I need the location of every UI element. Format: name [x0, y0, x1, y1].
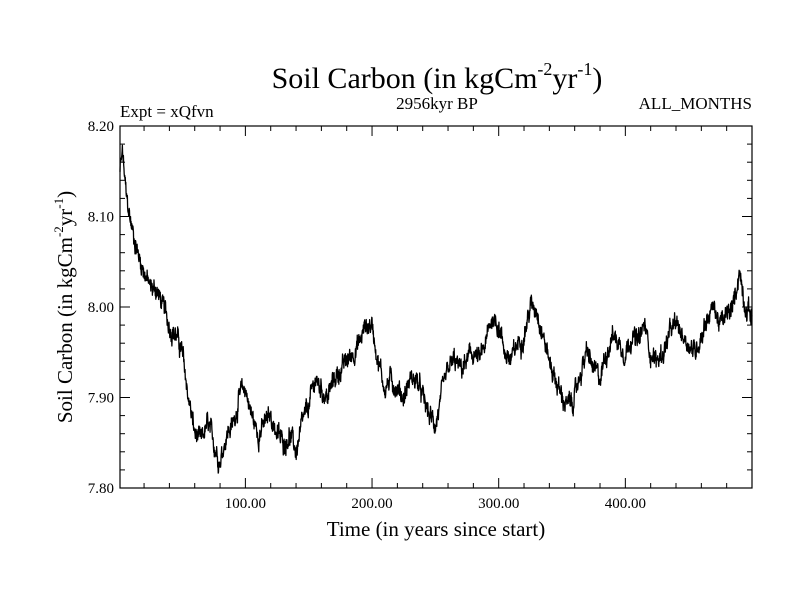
chart-title: Soil Carbon (in kgCm-2yr-1) [272, 59, 603, 95]
x-tick-label: 300.00 [478, 496, 519, 512]
chart-title-mid: yr [552, 62, 577, 95]
plot-area [119, 144, 753, 474]
x-tick-label: 100.00 [225, 496, 266, 512]
y-axis-label-end: ) [53, 191, 77, 198]
y-axis-label-main: Soil Carbon (in kgCm [53, 237, 77, 423]
subtitle-period: 2956kyr BP [396, 94, 478, 113]
x-axis-label: Time (in years since start) [327, 517, 546, 541]
y-tick-label: 7.80 [88, 481, 114, 497]
subtitle-months: ALL_MONTHS [639, 94, 752, 113]
axis-ticks: 7.80 7.90 8.00 8.10 8.20 100.00 200.00 300.00 40… [88, 119, 752, 512]
chart-title-main: Soil Carbon (in kgCm [272, 62, 538, 95]
soil-carbon-series-line [119, 144, 753, 474]
y-axis-label-mid: yr [53, 209, 77, 227]
y-axis-label: Soil Carbon (in kgCm-2yr-1) [51, 191, 77, 423]
y-tick-label: 8.00 [88, 300, 114, 316]
y-tick-label: 8.20 [88, 119, 114, 135]
y-axis-label-sup1: -2 [51, 226, 66, 237]
y-tick-label: 8.10 [88, 210, 114, 226]
plot-frame [119, 125, 753, 489]
chart-title-end: ) [592, 62, 602, 95]
subtitle-experiment: Expt = xQfvn [120, 102, 214, 121]
chart-title-sup2: -1 [577, 59, 592, 79]
y-tick-label: 7.90 [88, 391, 114, 407]
chart-title-sup1: -2 [537, 59, 552, 79]
x-tick-label: 200.00 [351, 496, 392, 512]
y-axis-label-sup2: -1 [51, 198, 66, 209]
x-tick-label: 400.00 [605, 496, 646, 512]
